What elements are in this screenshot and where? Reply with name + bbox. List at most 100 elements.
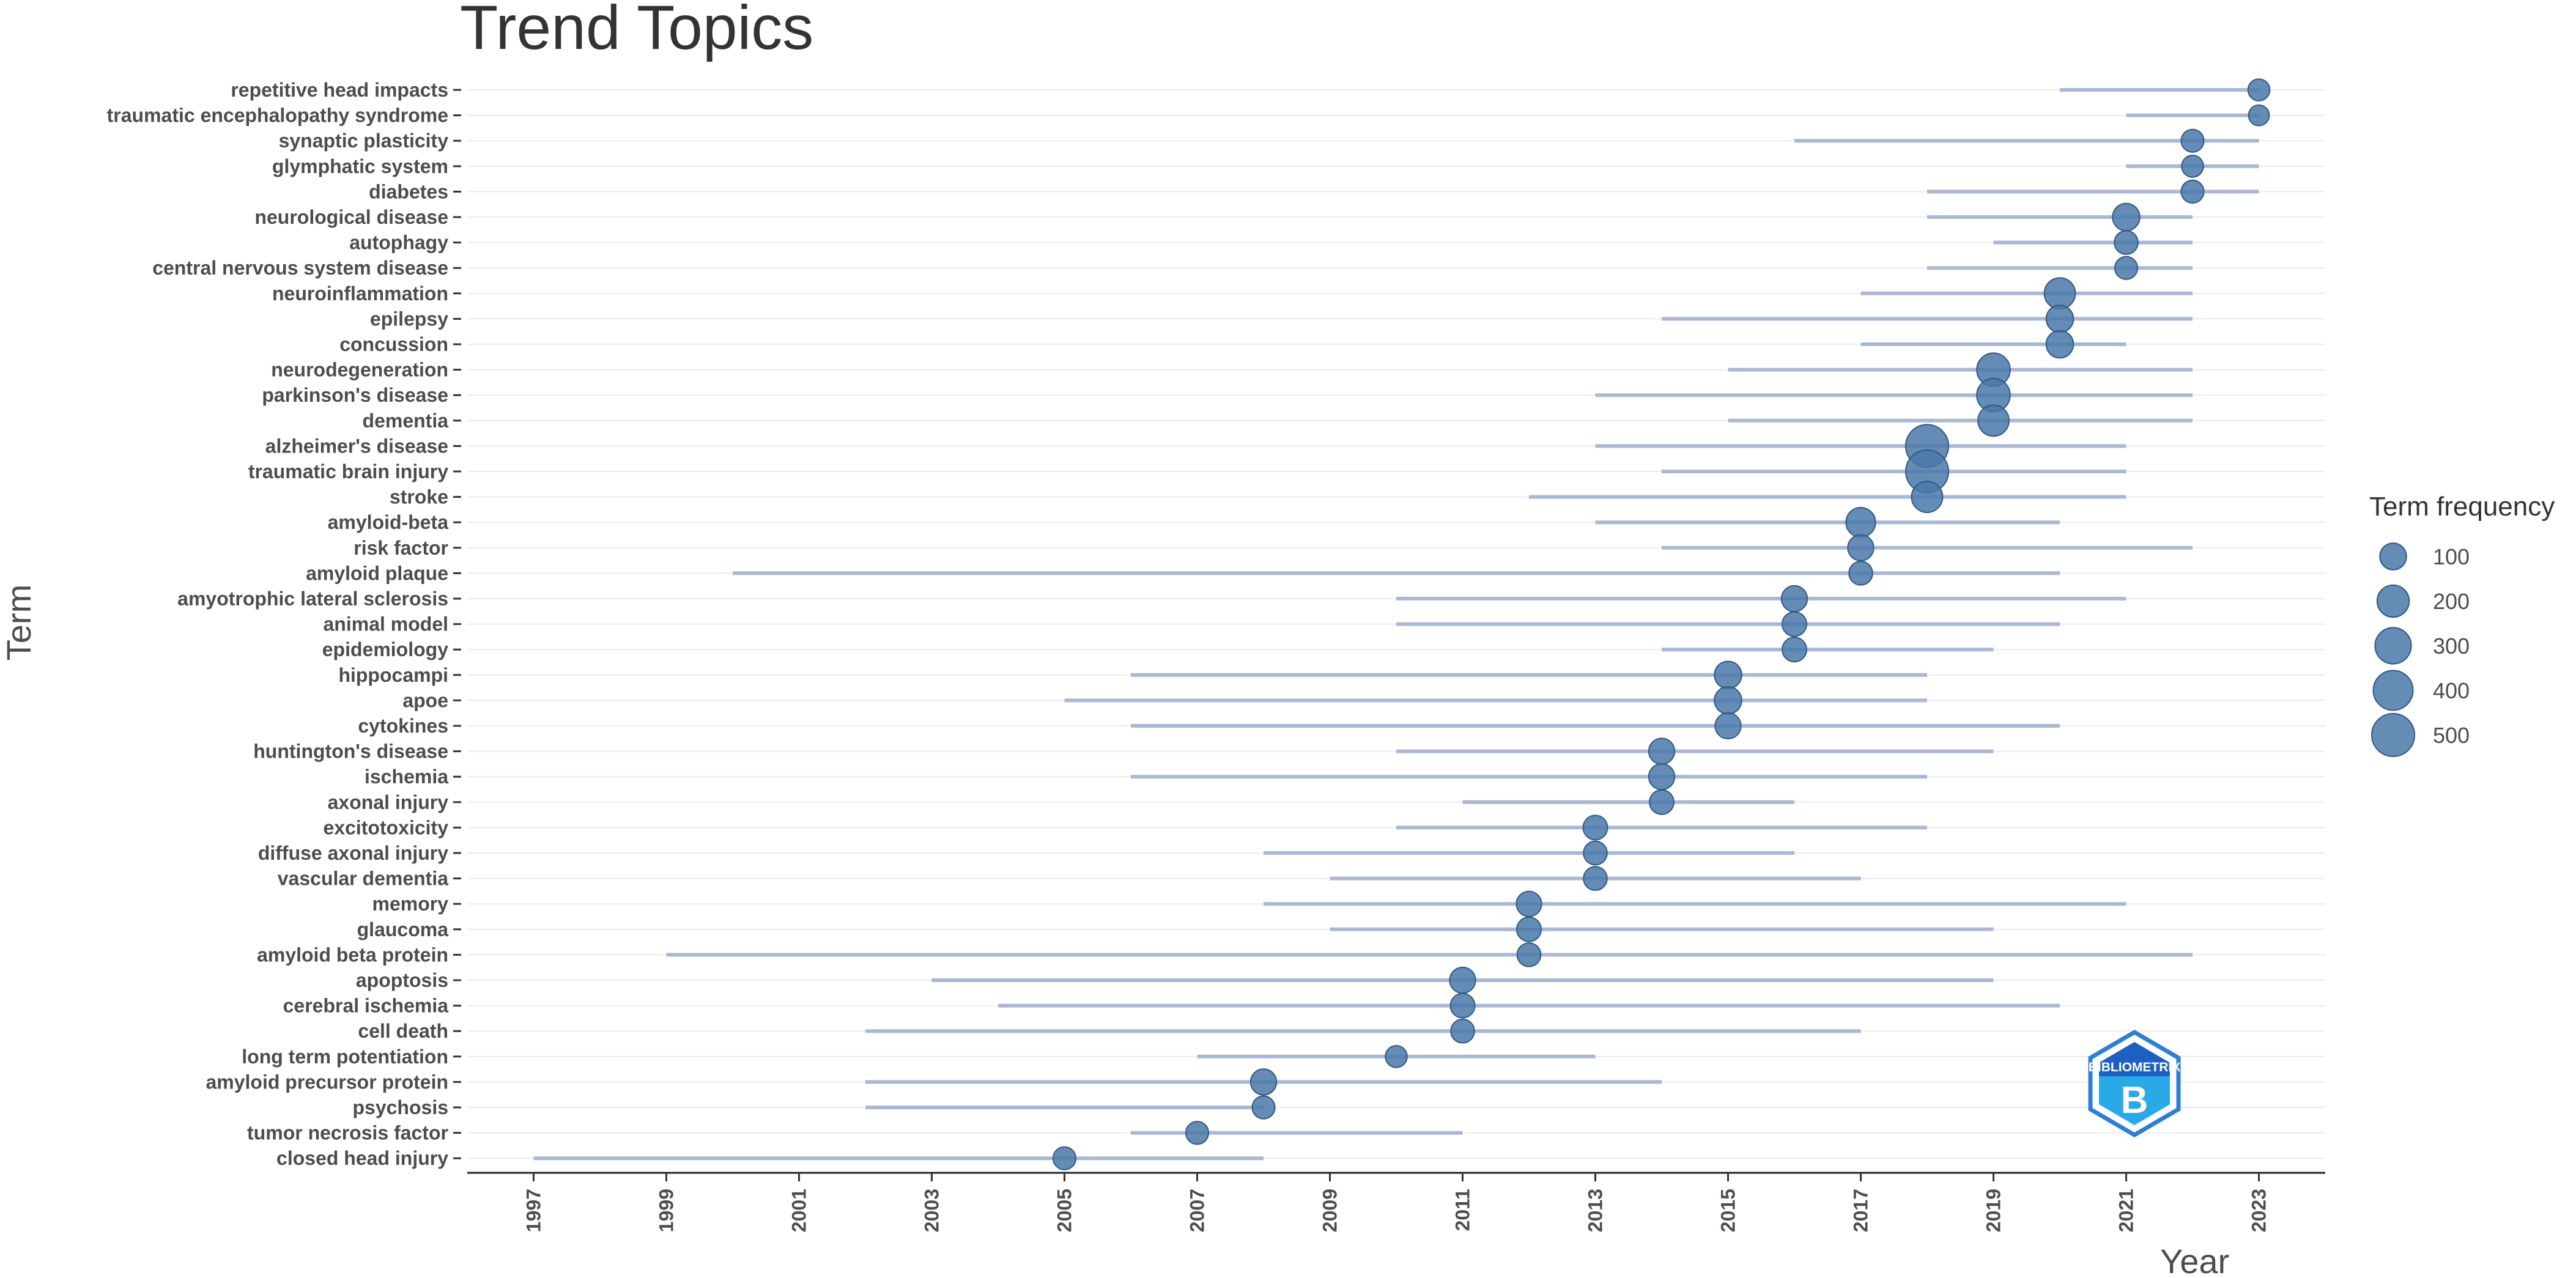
term-label: stroke xyxy=(390,486,448,508)
legend-label: 200 xyxy=(2433,589,2470,614)
term-point xyxy=(1385,1045,1408,1068)
term-label: ischemia xyxy=(365,766,448,788)
term-point xyxy=(1251,1095,1276,1120)
term-point xyxy=(1648,737,1676,765)
logo-text: BIBLIOMETRIX xyxy=(2089,1060,2181,1074)
term-label: amyotrophic lateral sclerosis xyxy=(177,588,448,610)
x-tick-label: 2013 xyxy=(1585,1189,1607,1232)
term-point xyxy=(1782,637,1807,663)
term-label: neuroinflammation xyxy=(272,283,448,305)
x-tick-label: 2023 xyxy=(2248,1189,2270,1232)
term-point xyxy=(1449,992,1476,1019)
x-tick-label: 2009 xyxy=(1319,1189,1341,1232)
term-label: concussion xyxy=(339,333,448,355)
term-point xyxy=(2247,78,2271,102)
term-point xyxy=(1449,966,1476,994)
term-point xyxy=(2181,155,2204,178)
term-point xyxy=(2114,256,2139,280)
term-label: repetitive head impacts xyxy=(231,79,448,101)
legend-title: Term frequency xyxy=(2369,492,2555,522)
bibliometrix-logo: BIBLIOMETRIX B xyxy=(2088,1029,2181,1138)
legend-point xyxy=(2372,670,2414,711)
legend: Term frequency 100 200 300 400 500 xyxy=(2369,492,2555,757)
x-axis-ticks xyxy=(533,1173,2260,1181)
x-tick-label: 2021 xyxy=(2115,1189,2137,1232)
term-label: huntington's disease xyxy=(253,741,448,763)
term-point xyxy=(2045,305,2074,333)
term-point xyxy=(2045,330,2074,359)
term-point xyxy=(1977,404,2010,437)
x-tick-label: 2011 xyxy=(1452,1189,1474,1231)
term-label: traumatic brain injury xyxy=(248,460,448,482)
term-ticks xyxy=(453,89,461,1159)
logo-top-band xyxy=(2099,1042,2170,1076)
term-label: hippocampi xyxy=(338,664,448,686)
term-label: neurological disease xyxy=(254,206,448,228)
term-label: cytokines xyxy=(358,715,448,737)
term-label: alzheimer's disease xyxy=(265,435,448,457)
x-tick-label: 2007 xyxy=(1186,1189,1208,1232)
x-tick-label: 2005 xyxy=(1054,1189,1076,1232)
term-label: amyloid plaque xyxy=(306,562,448,584)
term-label: synaptic plasticity xyxy=(279,130,449,152)
x-tick-label: 2001 xyxy=(788,1189,810,1232)
term-point xyxy=(1516,916,1542,942)
term-label: epilepsy xyxy=(370,308,448,330)
x-axis-tick-labels: 1997 1999 2001 2003 2005 2007 2009 2011 2013 2015… xyxy=(523,1189,2270,1232)
term-label: amyloid precursor protein xyxy=(205,1071,448,1093)
term-label: amyloid-beta xyxy=(328,511,449,533)
term-label: epidemiology xyxy=(322,638,448,660)
term-point xyxy=(1782,611,1807,637)
term-point xyxy=(2114,230,2139,255)
term-label: diabetes xyxy=(369,180,448,202)
term-point xyxy=(1911,481,1944,513)
term-label: risk factor xyxy=(353,537,448,559)
term-point xyxy=(2248,104,2270,127)
term-label: apoe xyxy=(402,689,448,711)
term-point xyxy=(2043,277,2076,310)
term-label: cell death xyxy=(358,1020,448,1042)
term-label: vascular dementia xyxy=(278,868,448,890)
term-label: axonal injury xyxy=(328,791,449,813)
term-label: traumatic encephalopathy syndrome xyxy=(107,105,448,127)
term-point xyxy=(1185,1121,1210,1145)
x-tick-label: 2003 xyxy=(921,1189,943,1232)
term-point xyxy=(2180,179,2205,204)
term-point xyxy=(2112,202,2141,232)
term-label: autophagy xyxy=(349,232,448,254)
term-label: apoptosis xyxy=(356,969,448,991)
term-point xyxy=(1249,1068,1278,1096)
term-label: long term potentiation xyxy=(242,1046,448,1068)
term-point xyxy=(1516,890,1542,917)
term-point xyxy=(1714,712,1742,740)
x-tick-label: 2019 xyxy=(1983,1189,2005,1232)
term-point xyxy=(1450,1018,1475,1044)
term-point xyxy=(1714,686,1742,715)
legend-label: 500 xyxy=(2433,723,2470,748)
term-point xyxy=(1848,561,1873,586)
term-point xyxy=(2180,128,2205,153)
x-tick-label: 2017 xyxy=(1850,1189,1872,1232)
term-point xyxy=(1649,789,1675,815)
legend-point xyxy=(2376,584,2410,618)
term-label: glymphatic system xyxy=(272,155,448,177)
term-ranges xyxy=(533,88,2259,1161)
logo-mark: B xyxy=(2121,1079,2149,1121)
term-label: tumor necrosis factor xyxy=(247,1122,448,1144)
term-point xyxy=(1582,814,1608,841)
chart-title: Trend Topics xyxy=(460,0,813,62)
legend-items: 100 200 300 400 500 xyxy=(2371,542,2470,757)
x-tick-label: 1997 xyxy=(523,1189,545,1232)
term-label: diffuse axonal injury xyxy=(258,842,448,864)
term-label: memory xyxy=(372,893,449,915)
legend-label: 300 xyxy=(2433,633,2470,659)
term-point xyxy=(1714,660,1742,690)
x-axis-title: Year xyxy=(2160,1242,2229,1278)
term-label: neurodegeneration xyxy=(271,359,448,381)
term-label: parkinson's disease xyxy=(262,384,448,406)
term-point xyxy=(1583,840,1608,866)
term-label: glaucoma xyxy=(357,918,449,940)
term-label: amyloid beta protein xyxy=(257,944,448,966)
term-label: central nervous system disease xyxy=(152,257,448,279)
